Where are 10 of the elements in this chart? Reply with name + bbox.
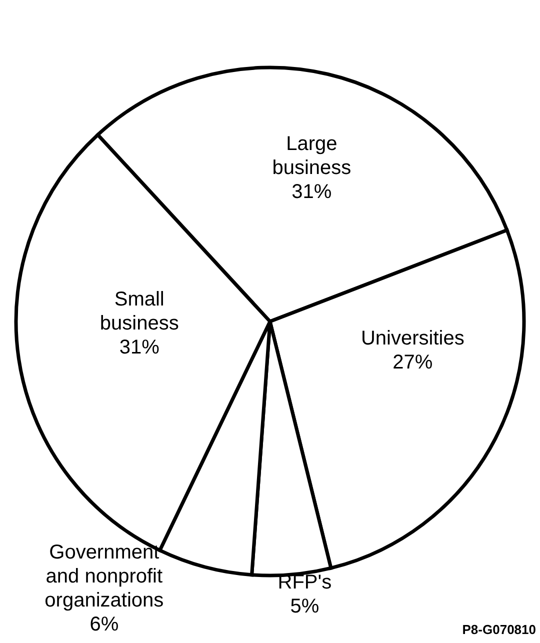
data-label: 31% — [292, 180, 332, 203]
text: P8-G070810 — [462, 622, 536, 637]
slice-label: Government and nonprofit organizations — [44, 542, 164, 612]
slice-label: Large business — [272, 132, 352, 179]
data-label: 31% — [119, 336, 160, 358]
data-label: 5% — [290, 596, 320, 618]
slice-label: Universities — [360, 328, 464, 350]
slice-label: Small business — [100, 288, 179, 334]
data-label: 6% — [90, 614, 119, 636]
data-label: 27% — [392, 352, 433, 374]
